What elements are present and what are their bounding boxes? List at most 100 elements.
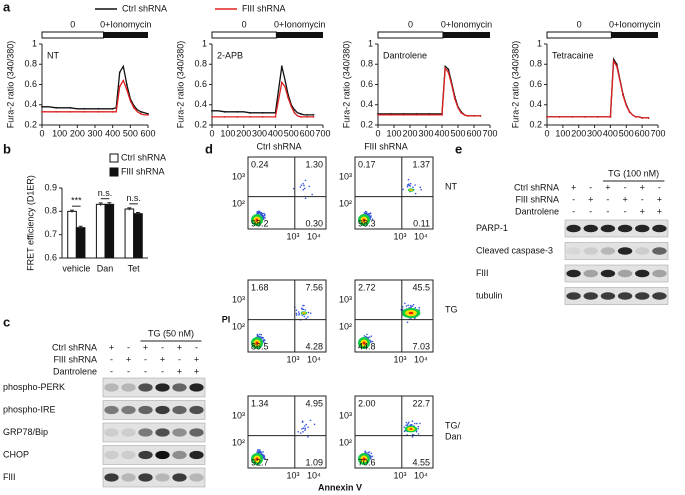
flow-density [410,189,412,191]
data-point [306,116,309,118]
y-tick-label: 10³ [339,171,352,181]
data-point [609,116,612,118]
quadrant-value: 22.7 [412,398,430,408]
flow-event [415,422,418,425]
phase-bar [546,31,612,39]
y-axis-label: FRET efficiency (D1ER) [25,175,35,271]
flow-event [417,425,420,428]
y-tick-label: 0.7 [44,229,57,239]
y-tick-label: 0.4 [529,99,542,109]
row-label: NT [445,181,457,191]
data-point [261,116,264,118]
data-point [287,96,290,99]
y-tick-label: 1 [32,38,37,48]
condition-sign: - [127,366,130,376]
flow-event [259,335,261,338]
data-point [223,116,226,118]
x-tick-label: 10³ [286,354,299,364]
significance-label: *** [71,196,82,206]
band-label: tubulin [476,290,503,300]
blot-band [635,247,650,255]
x-tick-label: 300 [87,128,102,138]
y-tick-label: 10² [232,437,245,447]
flow-event [371,218,374,221]
data-point [249,111,251,114]
blot-band [138,473,153,482]
flow-event [302,308,305,311]
data-point [402,113,405,116]
condition-sign: - [606,194,609,204]
x-tick-label: 10⁴ [307,470,321,480]
blot-band [172,405,187,415]
flow-event [370,455,372,458]
flow-event [364,451,367,453]
series-line [547,57,649,119]
blot-band [617,224,633,233]
flow-event [365,335,367,338]
x-tick-label: 10³ [393,354,406,364]
blot-band [635,224,650,233]
x-tick-label: 700 [482,128,497,138]
legend-swatch [109,153,119,163]
flow-event [304,197,307,200]
flow-event [300,184,303,187]
y-tick-label: 0.6 [44,252,57,262]
phase-bar [377,31,444,39]
y-tick-label: 0.2 [24,119,37,129]
x-tick-label: 600 [466,128,481,138]
blot-band [138,450,153,460]
blot-band [138,405,153,415]
blot-band [155,383,170,392]
y-tick-label: 0.6 [360,79,373,89]
data-point [55,106,58,109]
data-point [479,114,482,117]
condition-sign: - [641,194,644,204]
data-point [280,81,283,84]
phase-label: 0+Ionomycin [100,19,151,29]
data-point [466,114,469,117]
flow-event [408,421,410,423]
flow-event [256,449,259,451]
flow-event [406,423,409,426]
condition-label: FlII shRNA [515,194,559,204]
y-tick-label: 0.2 [529,119,542,129]
flow-density [255,457,259,461]
data-point [293,108,296,111]
flow-event [369,217,372,219]
flow-event [409,304,412,307]
band-label: phospho-PERK [3,382,65,392]
data-point [312,116,315,118]
bar [124,208,135,259]
blot-background [564,287,669,305]
flow-event [411,433,414,436]
flow-event [414,307,417,309]
flow-event [303,187,306,190]
condition-sign: + [657,206,662,216]
y-tick-label: 10² [232,321,245,331]
bar [104,203,115,259]
condition-sign: - [624,206,627,216]
blot-band [121,405,136,415]
condition-sign: - [144,354,147,364]
legend-label: Ctrl shRNA [122,3,167,13]
condition-sign: + [194,354,199,364]
flow-event [311,193,313,196]
flow-event [367,336,369,339]
y-tick-label: 0.2 [360,119,373,129]
data-point [125,88,128,91]
data-point [83,110,86,113]
data-point [55,110,58,113]
flow-event [262,451,264,453]
data-point [622,94,625,97]
condition-sign: - [161,342,164,352]
blot-background [102,445,206,465]
data-point [41,105,43,108]
quadrant-value: 0.11 [413,218,430,228]
data-point [41,110,43,113]
data-point [97,107,100,110]
condition-sign: - [589,206,592,216]
band-label: Cleaved caspase-3 [476,245,553,255]
band-label: CHOP [3,449,29,459]
blot-background [102,377,206,398]
